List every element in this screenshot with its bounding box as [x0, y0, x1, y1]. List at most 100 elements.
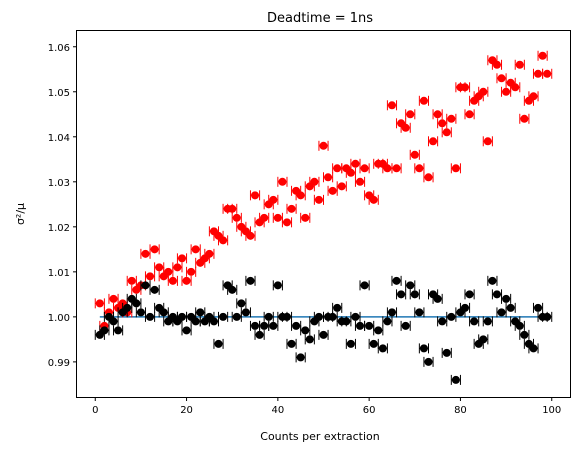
data-point [237, 299, 246, 308]
chart-title: Deadtime = 1ns [267, 11, 373, 26]
y-tick-label: 1.05 [48, 88, 70, 99]
data-point [164, 267, 173, 276]
data-point [515, 60, 524, 69]
data-point [269, 195, 278, 204]
data-point [442, 348, 451, 357]
data-point [228, 285, 237, 294]
series-1 [94, 275, 553, 385]
data-point [451, 164, 460, 173]
data-point [146, 312, 155, 321]
data-point [365, 321, 374, 330]
data-point [392, 164, 401, 173]
data-point [319, 141, 328, 150]
data-point [219, 236, 228, 245]
data-point [123, 303, 132, 312]
data-point [520, 330, 529, 339]
data-point [296, 191, 305, 200]
data-point [251, 321, 260, 330]
data-point [146, 272, 155, 281]
data-point [232, 213, 241, 222]
data-point [492, 60, 501, 69]
x-axis-label: Counts per extraction [260, 430, 379, 443]
data-point [429, 137, 438, 146]
x-tick-label: 100 [542, 405, 561, 416]
data-point [383, 317, 392, 326]
data-point [360, 281, 369, 290]
data-point [114, 326, 123, 335]
data-point [397, 290, 406, 299]
data-point [333, 303, 342, 312]
data-point [360, 164, 369, 173]
plot-area [94, 50, 553, 385]
data-point [228, 204, 237, 213]
data-point [155, 263, 164, 272]
data-point [502, 87, 511, 96]
data-point [424, 173, 433, 182]
data-point [520, 114, 529, 123]
data-point [269, 321, 278, 330]
data-point [314, 195, 323, 204]
data-point [483, 317, 492, 326]
data-point [100, 326, 109, 335]
data-point [351, 159, 360, 168]
data-point [378, 344, 387, 353]
data-point [246, 276, 255, 285]
data-point [232, 312, 241, 321]
x-tick-label: 20 [180, 405, 193, 416]
data-point [346, 339, 355, 348]
y-tick-label: 0.99 [48, 358, 70, 369]
x-tick-label: 60 [363, 405, 376, 416]
data-point [438, 119, 447, 128]
x-axis-ticks: 0 20 40 60 80 100 [92, 397, 561, 416]
data-point [209, 317, 218, 326]
data-point [470, 317, 479, 326]
axes-frame [76, 30, 571, 398]
data-point [492, 290, 501, 299]
data-point [442, 128, 451, 137]
data-point [136, 308, 145, 317]
data-point [374, 326, 383, 335]
y-tick-label: 1.06 [48, 43, 70, 54]
data-point [168, 276, 177, 285]
data-point [447, 312, 456, 321]
data-point [543, 312, 552, 321]
data-point [127, 276, 136, 285]
data-point [173, 263, 182, 272]
y-tick-label: 1.04 [48, 133, 70, 144]
data-point [305, 335, 314, 344]
data-point [141, 281, 150, 290]
x-tick-label: 40 [271, 405, 284, 416]
y-tick-label: 1.03 [48, 178, 70, 189]
data-point [529, 344, 538, 353]
data-point [109, 294, 118, 303]
data-point [333, 164, 342, 173]
data-point [511, 83, 520, 92]
data-point [241, 308, 250, 317]
data-point [369, 339, 378, 348]
data-point [451, 375, 460, 384]
data-point [319, 330, 328, 339]
data-point [251, 191, 260, 200]
data-point [314, 312, 323, 321]
data-point [497, 74, 506, 83]
data-point [342, 317, 351, 326]
data-point [351, 312, 360, 321]
data-point [150, 285, 159, 294]
data-point [419, 344, 428, 353]
data-point [356, 321, 365, 330]
data-point [387, 308, 396, 317]
data-point [191, 245, 200, 254]
data-point [273, 213, 282, 222]
data-point [433, 294, 442, 303]
data-point [278, 177, 287, 186]
data-point [177, 254, 186, 263]
data-point [328, 186, 337, 195]
data-point [515, 321, 524, 330]
data-point [328, 312, 337, 321]
data-point [301, 326, 310, 335]
data-point [187, 267, 196, 276]
data-point [346, 168, 355, 177]
x-tick-label: 80 [454, 405, 467, 416]
data-point [369, 195, 378, 204]
